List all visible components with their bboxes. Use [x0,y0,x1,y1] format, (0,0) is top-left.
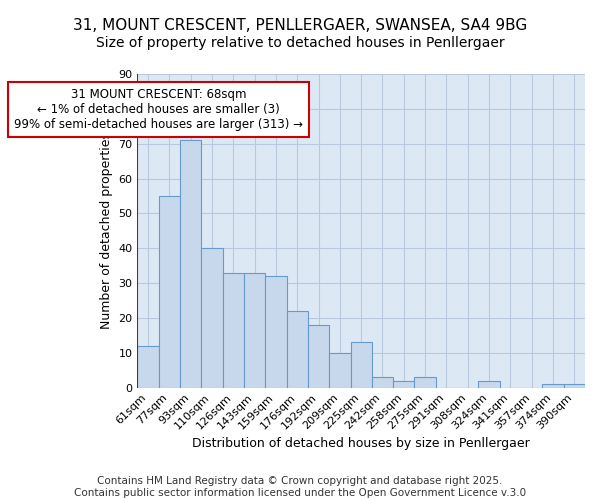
Bar [223,272,244,388]
Bar [308,325,329,388]
Bar [393,380,415,388]
Bar [415,377,436,388]
Y-axis label: Number of detached properties: Number of detached properties [100,132,113,330]
Text: 31, MOUNT CRESCENT, PENLLERGAER, SWANSEA, SA4 9BG: 31, MOUNT CRESCENT, PENLLERGAER, SWANSEA… [73,18,527,32]
Bar [244,272,265,388]
Bar [137,346,158,388]
Bar [202,248,223,388]
Bar [158,196,180,388]
Bar [287,311,308,388]
Bar [542,384,563,388]
Bar [265,276,287,388]
Bar [372,377,393,388]
Bar [350,342,372,388]
Bar [563,384,585,388]
Text: Size of property relative to detached houses in Penllergaer: Size of property relative to detached ho… [95,36,505,50]
X-axis label: Distribution of detached houses by size in Penllergaer: Distribution of detached houses by size … [193,437,530,450]
Text: 31 MOUNT CRESCENT: 68sqm
← 1% of detached houses are smaller (3)
99% of semi-det: 31 MOUNT CRESCENT: 68sqm ← 1% of detache… [14,88,303,131]
Bar [329,353,350,388]
Bar [180,140,202,388]
Bar [478,380,500,388]
Text: Contains HM Land Registry data © Crown copyright and database right 2025.
Contai: Contains HM Land Registry data © Crown c… [74,476,526,498]
